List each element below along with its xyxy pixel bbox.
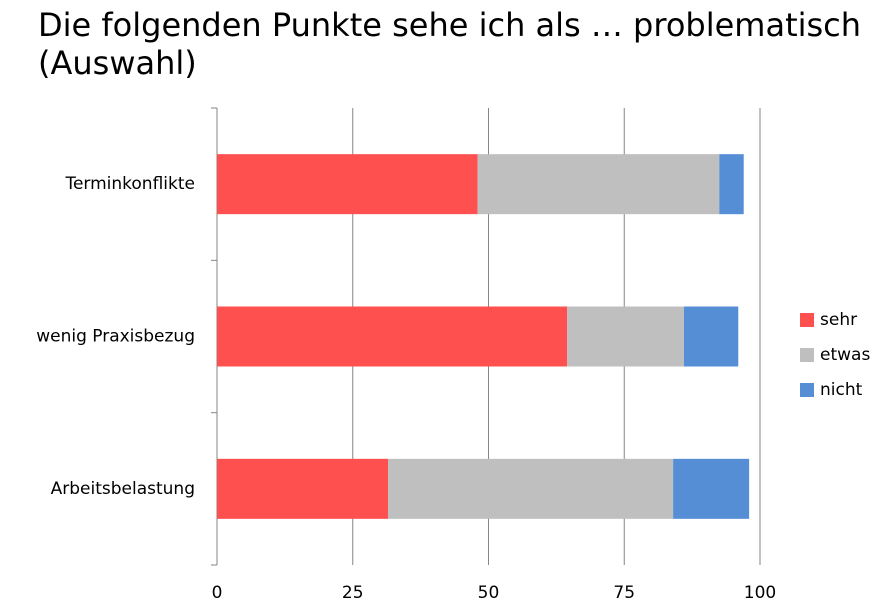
legend-label: sehr [820, 310, 857, 330]
y-tick-label: Arbeitsbelastung [51, 479, 195, 499]
x-tick-label: 50 [478, 583, 500, 603]
x-tick-label: 0 [212, 583, 223, 603]
chart-title: Die folgenden Punkte sehe ich als … prob… [38, 6, 862, 82]
legend-label: etwas [820, 345, 870, 365]
legend-swatch [800, 383, 814, 397]
bar-segment [388, 458, 674, 519]
legend-label: nicht [820, 380, 863, 400]
bar-segment [217, 154, 478, 215]
bar-segment [217, 458, 389, 519]
bar-segment [477, 154, 720, 215]
bar-segment [217, 306, 568, 367]
bar-segment [567, 306, 684, 367]
legend-swatch [800, 313, 814, 327]
y-tick-label: Terminkonflikte [64, 174, 195, 194]
bar-segment [683, 306, 739, 367]
legend-swatch [800, 348, 814, 362]
y-tick-label: wenig Praxisbezug [36, 327, 195, 347]
x-tick-label: 75 [613, 583, 635, 603]
bar-segment [719, 154, 744, 215]
x-tick-label: 25 [342, 583, 364, 603]
bar-segment [673, 458, 750, 519]
x-tick-label: 100 [744, 583, 776, 603]
